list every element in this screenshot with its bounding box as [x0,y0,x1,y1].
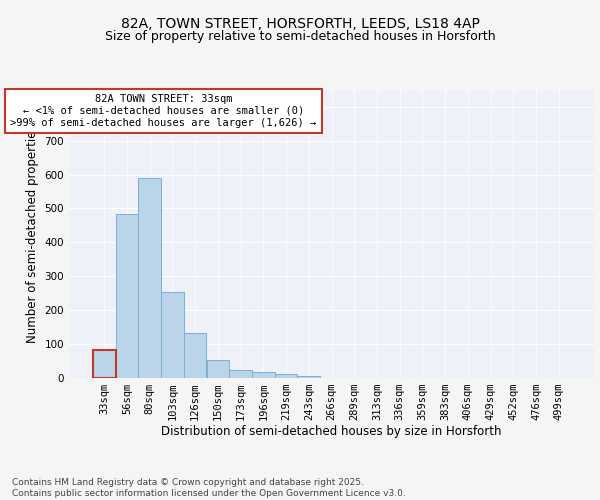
Text: 82A, TOWN STREET, HORSFORTH, LEEDS, LS18 4AP: 82A, TOWN STREET, HORSFORTH, LEEDS, LS18… [121,18,479,32]
Text: 82A TOWN STREET: 33sqm
← <1% of semi-detached houses are smaller (0)
>99% of sem: 82A TOWN STREET: 33sqm ← <1% of semi-det… [10,94,317,128]
Text: Size of property relative to semi-detached houses in Horsforth: Size of property relative to semi-detach… [104,30,496,43]
Y-axis label: Number of semi-detached properties: Number of semi-detached properties [26,124,39,343]
Bar [93,350,116,378]
Bar [298,376,320,378]
Bar [275,374,298,378]
Bar [229,370,252,378]
Bar [139,178,161,378]
Bar [252,372,275,378]
Text: Contains HM Land Registry data © Crown copyright and database right 2025.
Contai: Contains HM Land Registry data © Crown c… [12,478,406,498]
X-axis label: Distribution of semi-detached houses by size in Horsforth: Distribution of semi-detached houses by … [161,426,502,438]
Bar [116,214,139,378]
Bar [184,332,206,378]
Bar [206,360,229,378]
Bar [161,292,184,378]
